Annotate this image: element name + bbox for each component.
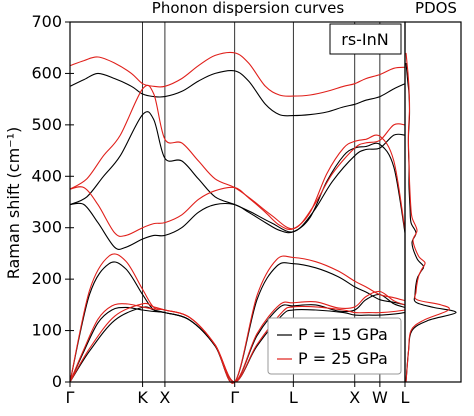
y-tick-label: 100 [31,321,62,340]
legend-frame [267,317,402,375]
legend: P = 15 GPa P = 25 GPa [267,317,402,375]
y-tick-label: 500 [31,115,62,134]
series-2-branch-1 [69,302,406,383]
x-tick-label: W [372,388,388,407]
kpoint-lines [142,22,381,382]
y-tick-label: 200 [31,269,62,288]
y-axis-ticks: 0 100 200 300 400 500 600 700 [31,12,74,391]
x-tick-label: Γ [230,388,239,407]
series-2-branch-3 [69,253,406,384]
y-tick-label: 300 [31,218,62,237]
y-axis-label: Raman shift (cm⁻¹) [4,127,23,280]
series-2-branch-5 [69,84,406,230]
chart-title: Phonon dispersion curves [152,0,345,17]
series-1-branch-6 [69,69,406,117]
y-tick-label: 400 [31,166,62,185]
x-tick-label: K [137,388,148,407]
y-tick-label: 700 [31,12,62,31]
y-tick-label: 600 [31,63,62,82]
annotation-box: rs-InN [329,23,402,55]
pdos-curves [405,52,457,383]
pdos-plot [404,21,462,383]
annotation-label: rs-InN [341,30,389,49]
pdos-series-2 [405,52,450,383]
series-1-branch-5 [69,111,406,233]
x-tick-label: Γ [66,388,75,407]
series-2-branch-6 [69,51,406,97]
legend-label-25: P = 25 GPa [298,349,388,368]
pdos-frame [404,21,462,383]
x-tick-label: X [349,388,360,407]
y-tick-label: 0 [52,372,62,391]
pdos-title: PDOS [415,0,457,17]
x-tick-label: L [401,388,410,407]
x-tick-label: X [159,388,170,407]
x-tick-label: L [289,388,298,407]
legend-label-15: P = 15 GPa [298,325,388,344]
